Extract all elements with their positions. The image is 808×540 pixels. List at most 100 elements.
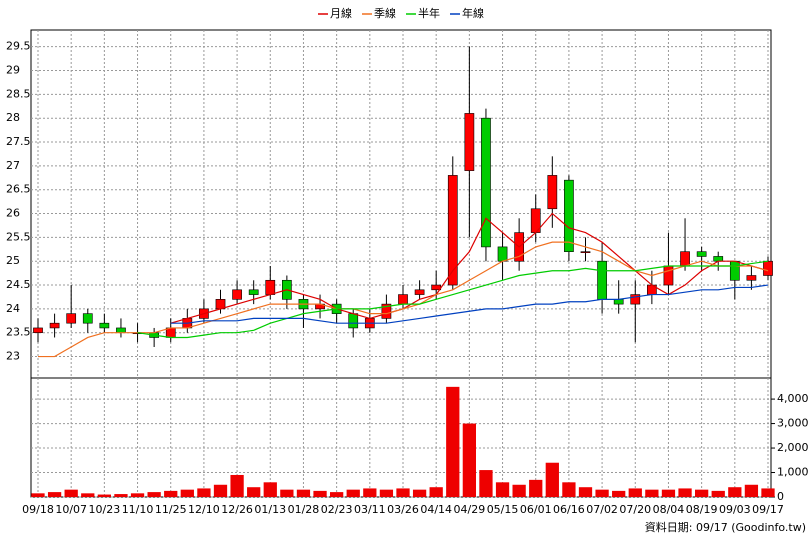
candle-body bbox=[580, 251, 591, 253]
volume-bar bbox=[164, 490, 178, 497]
volume-bar bbox=[562, 482, 576, 497]
legend-label: 季線 bbox=[374, 6, 396, 20]
volume-bar bbox=[479, 470, 493, 497]
volume-bar bbox=[64, 489, 78, 497]
y-tick-label: 24.5 bbox=[6, 278, 31, 291]
candle-body bbox=[33, 327, 43, 334]
x-tick-label: 11/10 bbox=[122, 503, 154, 516]
ma-line bbox=[38, 241, 769, 358]
volume-bar bbox=[296, 489, 311, 497]
candle-body bbox=[547, 175, 558, 210]
volume-bar bbox=[711, 490, 725, 497]
x-tick-label: 06/16 bbox=[553, 503, 585, 516]
candle-body bbox=[265, 279, 276, 295]
volume-bar bbox=[197, 488, 211, 497]
ma-line bbox=[170, 284, 769, 324]
candle-body bbox=[763, 260, 773, 276]
y-tick-label: 24 bbox=[6, 302, 20, 315]
candle-body bbox=[696, 251, 707, 257]
candle-body bbox=[232, 289, 242, 300]
y-tick-label: 25.5 bbox=[6, 230, 31, 243]
candle-body bbox=[82, 313, 93, 324]
y2-tick-label: 1,000 bbox=[777, 466, 808, 479]
plot-frame bbox=[30, 29, 772, 498]
x-tick-label: 08/04 bbox=[653, 503, 685, 516]
x-tick-label: 01/28 bbox=[288, 503, 320, 516]
candle-body bbox=[613, 299, 624, 305]
candle-body bbox=[746, 275, 757, 281]
x-tick-label: 04/14 bbox=[420, 503, 452, 516]
candle-body bbox=[497, 246, 508, 262]
volume-bar bbox=[313, 490, 327, 497]
volume-bar bbox=[628, 488, 642, 497]
candle-body bbox=[464, 113, 475, 171]
x-tick-label: 05/15 bbox=[487, 503, 519, 516]
x-tick-label: 09/03 bbox=[719, 503, 751, 516]
volume-bar bbox=[678, 488, 692, 497]
volume-bar bbox=[114, 494, 128, 497]
volume-bar bbox=[47, 492, 62, 497]
volume-bar bbox=[396, 488, 410, 497]
x-tick-label: 09/17 bbox=[752, 503, 784, 516]
candle-body bbox=[564, 179, 574, 252]
volume-bar bbox=[230, 474, 244, 497]
legend-label: 月線 bbox=[330, 6, 352, 20]
x-tick-label: 12/10 bbox=[188, 503, 220, 516]
source-note: 資料日期: 09/17 (Goodinfo.tw) bbox=[645, 520, 806, 534]
volume-bar bbox=[512, 484, 526, 497]
candle-body bbox=[597, 260, 607, 300]
candle-body bbox=[66, 313, 77, 324]
y2-tick-label: 0 bbox=[777, 490, 784, 503]
volume-bar bbox=[761, 488, 775, 497]
volume-bar bbox=[612, 490, 626, 497]
candle-body bbox=[481, 117, 491, 248]
y-tick-label: 23 bbox=[6, 350, 20, 363]
candle-body bbox=[116, 327, 126, 334]
x-tick-label: 06/01 bbox=[520, 503, 552, 516]
y-tick-label: 28.5 bbox=[6, 87, 31, 100]
candle-body bbox=[713, 256, 724, 262]
candle-body bbox=[447, 175, 458, 286]
volume-bar bbox=[97, 494, 111, 497]
volume-bar bbox=[695, 489, 709, 497]
candle-body bbox=[248, 289, 259, 295]
volume-bar bbox=[744, 484, 759, 497]
candle-body bbox=[630, 294, 641, 305]
candle-body bbox=[680, 251, 690, 267]
x-tick-label: 02/23 bbox=[321, 503, 353, 516]
x-tick-label: 07/02 bbox=[586, 503, 618, 516]
y2-tick-label: 2,000 bbox=[777, 441, 808, 454]
y-tick-label: 29 bbox=[6, 64, 20, 77]
y-tick-label: 26 bbox=[6, 207, 20, 220]
candle-body bbox=[99, 322, 110, 329]
x-tick-label: 09/18 bbox=[22, 503, 54, 516]
volume-bar bbox=[645, 489, 659, 497]
volume-bar bbox=[495, 482, 510, 497]
volume-bar bbox=[280, 489, 294, 497]
candle-body bbox=[348, 313, 359, 329]
y-tick-label: 26.5 bbox=[6, 183, 31, 196]
y-tick-label: 27 bbox=[6, 159, 20, 172]
legend-label: 年線 bbox=[462, 6, 484, 20]
y-tick-label: 27.5 bbox=[6, 135, 31, 148]
volume-bar bbox=[578, 487, 593, 497]
volume-bar bbox=[545, 462, 559, 497]
candle-body bbox=[414, 289, 425, 295]
y-tick-label: 25 bbox=[6, 254, 20, 267]
volume-bar bbox=[661, 489, 676, 497]
candle-body bbox=[729, 260, 740, 281]
volume-bar bbox=[31, 493, 45, 497]
legend-label: 半年 bbox=[418, 6, 440, 20]
candle-body bbox=[398, 294, 408, 305]
volume-bar bbox=[412, 489, 427, 497]
volume-bar bbox=[446, 386, 460, 497]
volume-bar bbox=[147, 492, 161, 497]
x-tick-label: 12/26 bbox=[221, 503, 253, 516]
volume-bar bbox=[81, 493, 95, 497]
volume-bar bbox=[213, 484, 228, 497]
x-tick-label: 01/13 bbox=[254, 503, 286, 516]
x-tick-label: 03/11 bbox=[354, 503, 386, 516]
y-tick-label: 29.5 bbox=[6, 40, 31, 53]
volume-bar bbox=[263, 482, 277, 497]
